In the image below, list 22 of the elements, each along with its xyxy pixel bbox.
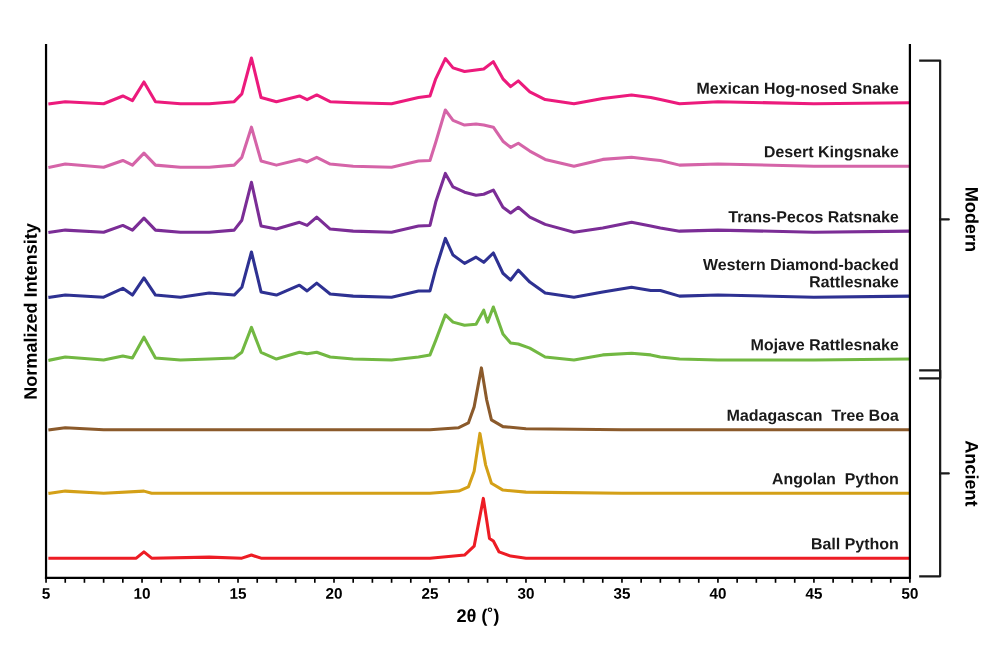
x-tick-label: 35 bbox=[613, 588, 631, 599]
text: Ancient bbox=[965, 440, 979, 507]
x-tick-label: 25 bbox=[422, 588, 439, 599]
x-axis-title: 2θ (˚) bbox=[457, 607, 499, 626]
x-tick-label: 45 bbox=[805, 588, 822, 599]
series-label: Trans-Pecos Ratsnake bbox=[728, 210, 899, 223]
y-axis-title: Normalized Intensity bbox=[23, 223, 41, 399]
text: Modern bbox=[965, 188, 979, 251]
x-tick-label: 30 bbox=[517, 588, 534, 599]
x-tick-label: 5 bbox=[42, 588, 50, 599]
x-tick-label: 15 bbox=[230, 588, 247, 599]
x-tick-label: 40 bbox=[709, 588, 726, 599]
series-label: Mexican Hog-nosed Snake bbox=[697, 82, 899, 98]
series-label: Mojave Rattlesnake bbox=[751, 338, 899, 354]
series-label: Madagascan Tree Boa bbox=[727, 409, 899, 425]
series-label: Ball Python bbox=[812, 537, 898, 553]
series-label: Angolan Python bbox=[772, 472, 898, 488]
series-label: Western Diamond-backed Rattlesnake bbox=[702, 258, 899, 288]
x-tick-label: 10 bbox=[134, 588, 150, 599]
x-tick-label: 20 bbox=[326, 588, 342, 599]
series-label: Desert Kingsnake bbox=[764, 145, 899, 161]
x-tick-label: 50 bbox=[901, 588, 918, 599]
